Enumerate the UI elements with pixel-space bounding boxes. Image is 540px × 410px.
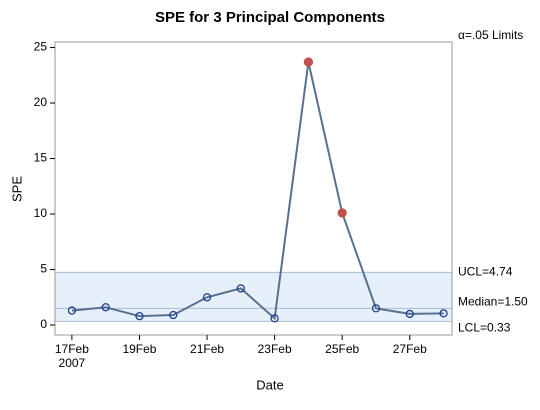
y-tick-label: 25 <box>34 40 48 54</box>
x-tick-label: 23Feb <box>258 342 292 356</box>
y-tick-label: 10 <box>34 206 48 220</box>
y-tick-label: 20 <box>34 95 48 109</box>
limit-label: UCL=4.74 <box>458 265 513 279</box>
data-point <box>439 309 448 318</box>
data-point <box>236 284 245 293</box>
y-tick-label: 5 <box>40 262 47 276</box>
limit-label: LCL=0.33 <box>458 321 511 335</box>
data-point <box>101 303 110 312</box>
limit-band <box>55 272 452 322</box>
plot-frame <box>54 41 453 336</box>
data-point <box>169 310 178 320</box>
alarm-point <box>337 208 347 218</box>
data-point <box>202 293 212 302</box>
x-tick-label: 19Feb <box>122 342 156 356</box>
data-point <box>371 304 381 313</box>
alarm-point <box>303 57 314 67</box>
chart-title: SPE for 3 Principal Components <box>155 9 385 26</box>
x-tick-label: 21Feb <box>190 342 224 356</box>
y-tick-label: 15 <box>34 151 48 165</box>
y-tick-label: 0 <box>40 317 47 331</box>
limits-title: α=.05 Limits <box>458 28 523 42</box>
y-axis-label: SPE <box>9 176 24 202</box>
data-point <box>405 309 414 319</box>
data-point <box>135 311 144 321</box>
x-tick-label: 17Feb 2007 <box>55 342 89 370</box>
x-axis-label: Date <box>256 377 283 392</box>
series-line <box>71 61 444 321</box>
data-point <box>270 314 279 323</box>
x-tick-label: 27Feb <box>393 342 427 356</box>
data-point <box>67 306 77 315</box>
x-tick-label: 25Feb <box>325 342 359 356</box>
limit-label: Median=1.50 <box>458 295 528 309</box>
